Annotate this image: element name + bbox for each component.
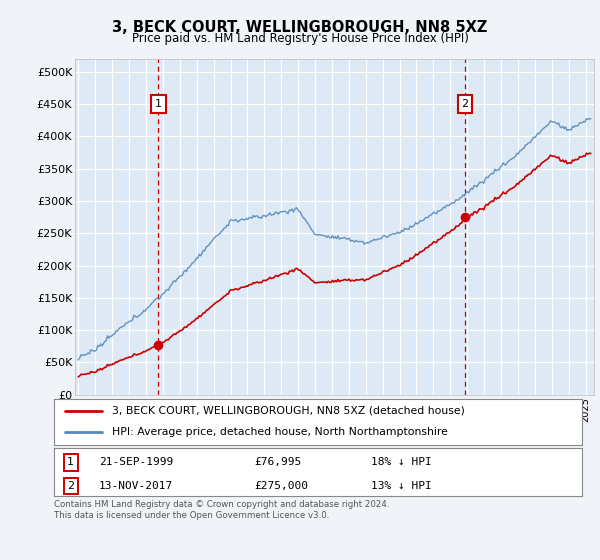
- Text: Contains HM Land Registry data © Crown copyright and database right 2024.
This d: Contains HM Land Registry data © Crown c…: [54, 500, 389, 520]
- Text: 2: 2: [461, 99, 469, 109]
- Text: 13-NOV-2017: 13-NOV-2017: [99, 481, 173, 491]
- Text: 18% ↓ HPI: 18% ↓ HPI: [371, 458, 431, 467]
- Text: 21-SEP-1999: 21-SEP-1999: [99, 458, 173, 467]
- Text: 3, BECK COURT, WELLINGBOROUGH, NN8 5XZ: 3, BECK COURT, WELLINGBOROUGH, NN8 5XZ: [112, 20, 488, 35]
- Text: 3, BECK COURT, WELLINGBOROUGH, NN8 5XZ (detached house): 3, BECK COURT, WELLINGBOROUGH, NN8 5XZ (…: [112, 406, 465, 416]
- Text: 13% ↓ HPI: 13% ↓ HPI: [371, 481, 431, 491]
- Text: 1: 1: [67, 458, 74, 467]
- Text: £76,995: £76,995: [254, 458, 302, 467]
- Text: 2: 2: [67, 481, 74, 491]
- Text: £275,000: £275,000: [254, 481, 308, 491]
- Text: Price paid vs. HM Land Registry's House Price Index (HPI): Price paid vs. HM Land Registry's House …: [131, 32, 469, 45]
- Text: HPI: Average price, detached house, North Northamptonshire: HPI: Average price, detached house, Nort…: [112, 427, 448, 437]
- Text: 1: 1: [155, 99, 161, 109]
